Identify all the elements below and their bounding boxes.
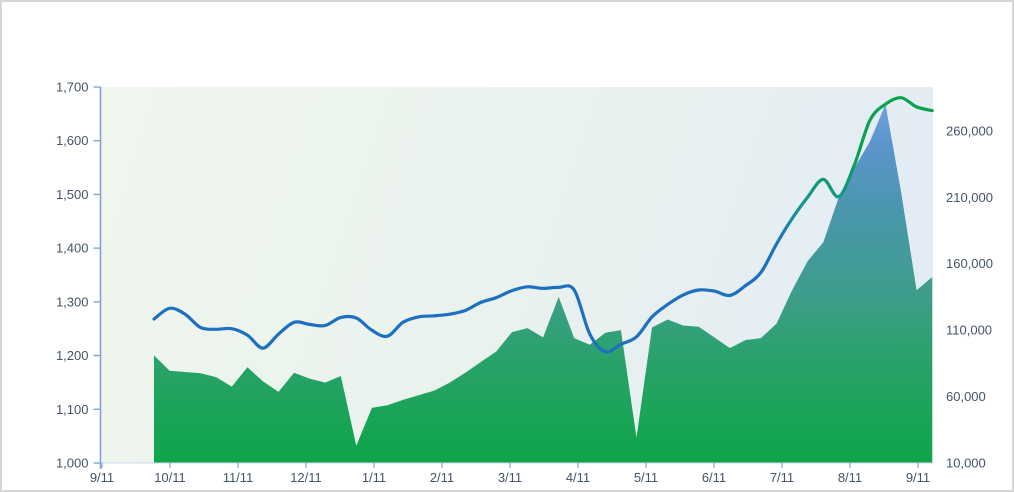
x-axis-tick-label: 10/11 (154, 470, 186, 485)
right-axis-tick-label: 110,000 (946, 323, 992, 338)
x-axis-tick-label: 2/11 (430, 470, 454, 485)
left-axis-tick-label: 1,400 (56, 241, 89, 256)
x-axis-tick-label: 1/11 (362, 470, 386, 485)
left-axis-tick-label: 1,700 (56, 80, 89, 95)
x-axis-tick-label: 11/11 (223, 470, 254, 485)
x-axis-tick-label: 5/11 (634, 470, 658, 485)
right-axis-tick-label: 260,000 (946, 123, 993, 138)
right-axis-tick-label: 210,000 (946, 190, 993, 205)
right-axis-tick-label: 160,000 (946, 256, 993, 271)
left-axis-tick-label: 1,000 (56, 456, 89, 471)
right-axis-tick-label: 60,000 (946, 389, 986, 404)
left-axis-tick-label: 1,600 (56, 133, 89, 148)
x-axis-tick-label: 9/11 (906, 470, 930, 485)
x-axis-tick-label: 4/11 (566, 470, 590, 485)
x-axis-tick-label: 12/11 (290, 470, 322, 485)
right-axis-tick-label: 10,000 (946, 456, 986, 471)
x-axis-tick-label: 9/11 (90, 470, 114, 485)
left-axis-tick-label: 1,200 (56, 348, 89, 363)
price-line-series (152, 96, 934, 354)
left-axis-tick-label: 1,500 (56, 187, 89, 202)
left-axis-tick-label: 1,300 (56, 294, 89, 309)
volume-area-series (154, 104, 933, 464)
x-axis-tick-label: 8/11 (838, 470, 862, 485)
left-axis-tick-label: 1,100 (56, 402, 89, 417)
x-axis-tick-label: 6/11 (702, 470, 726, 485)
x-axis-tick-label: 3/11 (498, 470, 522, 485)
x-axis-tick-label: 7/11 (770, 470, 794, 485)
